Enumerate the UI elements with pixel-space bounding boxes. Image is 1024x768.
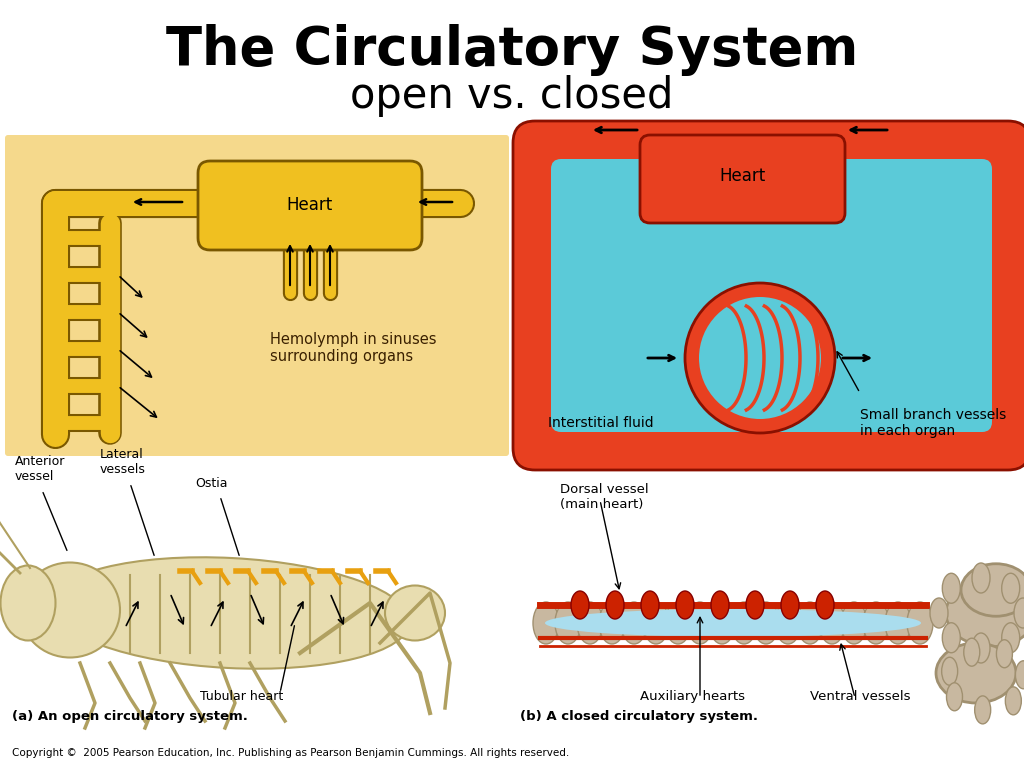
Ellipse shape xyxy=(534,602,559,644)
Ellipse shape xyxy=(964,638,980,666)
Ellipse shape xyxy=(975,696,990,724)
Text: Auxiliary hearts: Auxiliary hearts xyxy=(640,690,745,703)
Ellipse shape xyxy=(711,591,729,619)
Text: Hemolymph in sinuses
surrounding organs: Hemolymph in sinuses surrounding organs xyxy=(270,332,436,364)
Ellipse shape xyxy=(385,585,445,641)
Ellipse shape xyxy=(1016,660,1024,689)
Ellipse shape xyxy=(996,640,1013,667)
Ellipse shape xyxy=(942,573,961,603)
Ellipse shape xyxy=(599,602,625,644)
Ellipse shape xyxy=(545,609,921,637)
Ellipse shape xyxy=(606,591,624,619)
Text: (b) A closed circulatory system.: (b) A closed circulatory system. xyxy=(520,710,758,723)
Ellipse shape xyxy=(709,602,735,644)
Ellipse shape xyxy=(621,602,647,644)
Ellipse shape xyxy=(20,562,120,657)
Ellipse shape xyxy=(863,602,889,644)
Text: Heart: Heart xyxy=(720,167,766,185)
Ellipse shape xyxy=(816,591,834,619)
Ellipse shape xyxy=(930,598,948,628)
Ellipse shape xyxy=(942,623,961,653)
Text: open vs. closed: open vs. closed xyxy=(350,75,674,117)
Text: Dorsal vessel
(main heart): Dorsal vessel (main heart) xyxy=(560,483,648,511)
FancyBboxPatch shape xyxy=(515,135,1019,456)
FancyBboxPatch shape xyxy=(513,121,1024,470)
Ellipse shape xyxy=(1001,573,1020,603)
Text: (a) An open circulatory system.: (a) An open circulatory system. xyxy=(12,710,248,723)
Text: Heart: Heart xyxy=(287,197,333,214)
FancyBboxPatch shape xyxy=(198,161,422,250)
Ellipse shape xyxy=(643,602,669,644)
Text: Small branch vessels
in each organ: Small branch vessels in each organ xyxy=(860,408,1007,439)
FancyBboxPatch shape xyxy=(551,159,992,432)
Text: The Circulatory System: The Circulatory System xyxy=(166,24,858,76)
Ellipse shape xyxy=(781,591,799,619)
Text: Interstitial fluid: Interstitial fluid xyxy=(548,416,653,430)
Ellipse shape xyxy=(687,602,713,644)
Ellipse shape xyxy=(641,591,659,619)
Ellipse shape xyxy=(972,633,990,663)
Ellipse shape xyxy=(907,602,933,644)
Ellipse shape xyxy=(555,602,581,644)
Ellipse shape xyxy=(775,602,801,644)
Ellipse shape xyxy=(1006,687,1021,715)
FancyBboxPatch shape xyxy=(640,135,845,223)
Ellipse shape xyxy=(1014,598,1024,628)
Text: Copyright ©  2005 Pearson Education, Inc. Publishing as Pearson Benjamin Cumming: Copyright © 2005 Pearson Education, Inc.… xyxy=(12,748,569,758)
Ellipse shape xyxy=(665,602,691,644)
Ellipse shape xyxy=(571,591,589,619)
Ellipse shape xyxy=(819,602,845,644)
Text: Lateral
vessels: Lateral vessels xyxy=(100,448,145,476)
Ellipse shape xyxy=(699,297,821,419)
Ellipse shape xyxy=(753,602,779,644)
Text: Anterior
vessel: Anterior vessel xyxy=(15,455,66,483)
Ellipse shape xyxy=(50,558,410,669)
Ellipse shape xyxy=(946,683,963,710)
Ellipse shape xyxy=(731,602,757,644)
Ellipse shape xyxy=(685,283,835,433)
FancyBboxPatch shape xyxy=(670,128,815,148)
Ellipse shape xyxy=(797,602,823,644)
Text: Ostia: Ostia xyxy=(195,477,227,490)
Ellipse shape xyxy=(1001,623,1020,653)
Ellipse shape xyxy=(942,657,957,685)
Ellipse shape xyxy=(972,563,990,593)
Ellipse shape xyxy=(946,579,1024,647)
Ellipse shape xyxy=(746,591,764,619)
Text: Ventral vessels: Ventral vessels xyxy=(810,690,910,703)
Ellipse shape xyxy=(885,602,911,644)
Ellipse shape xyxy=(936,643,1016,703)
Ellipse shape xyxy=(577,602,603,644)
Ellipse shape xyxy=(841,602,867,644)
Text: Tubular heart: Tubular heart xyxy=(200,690,284,703)
Ellipse shape xyxy=(676,591,694,619)
Ellipse shape xyxy=(961,564,1024,616)
FancyBboxPatch shape xyxy=(5,135,509,456)
Ellipse shape xyxy=(0,565,55,641)
